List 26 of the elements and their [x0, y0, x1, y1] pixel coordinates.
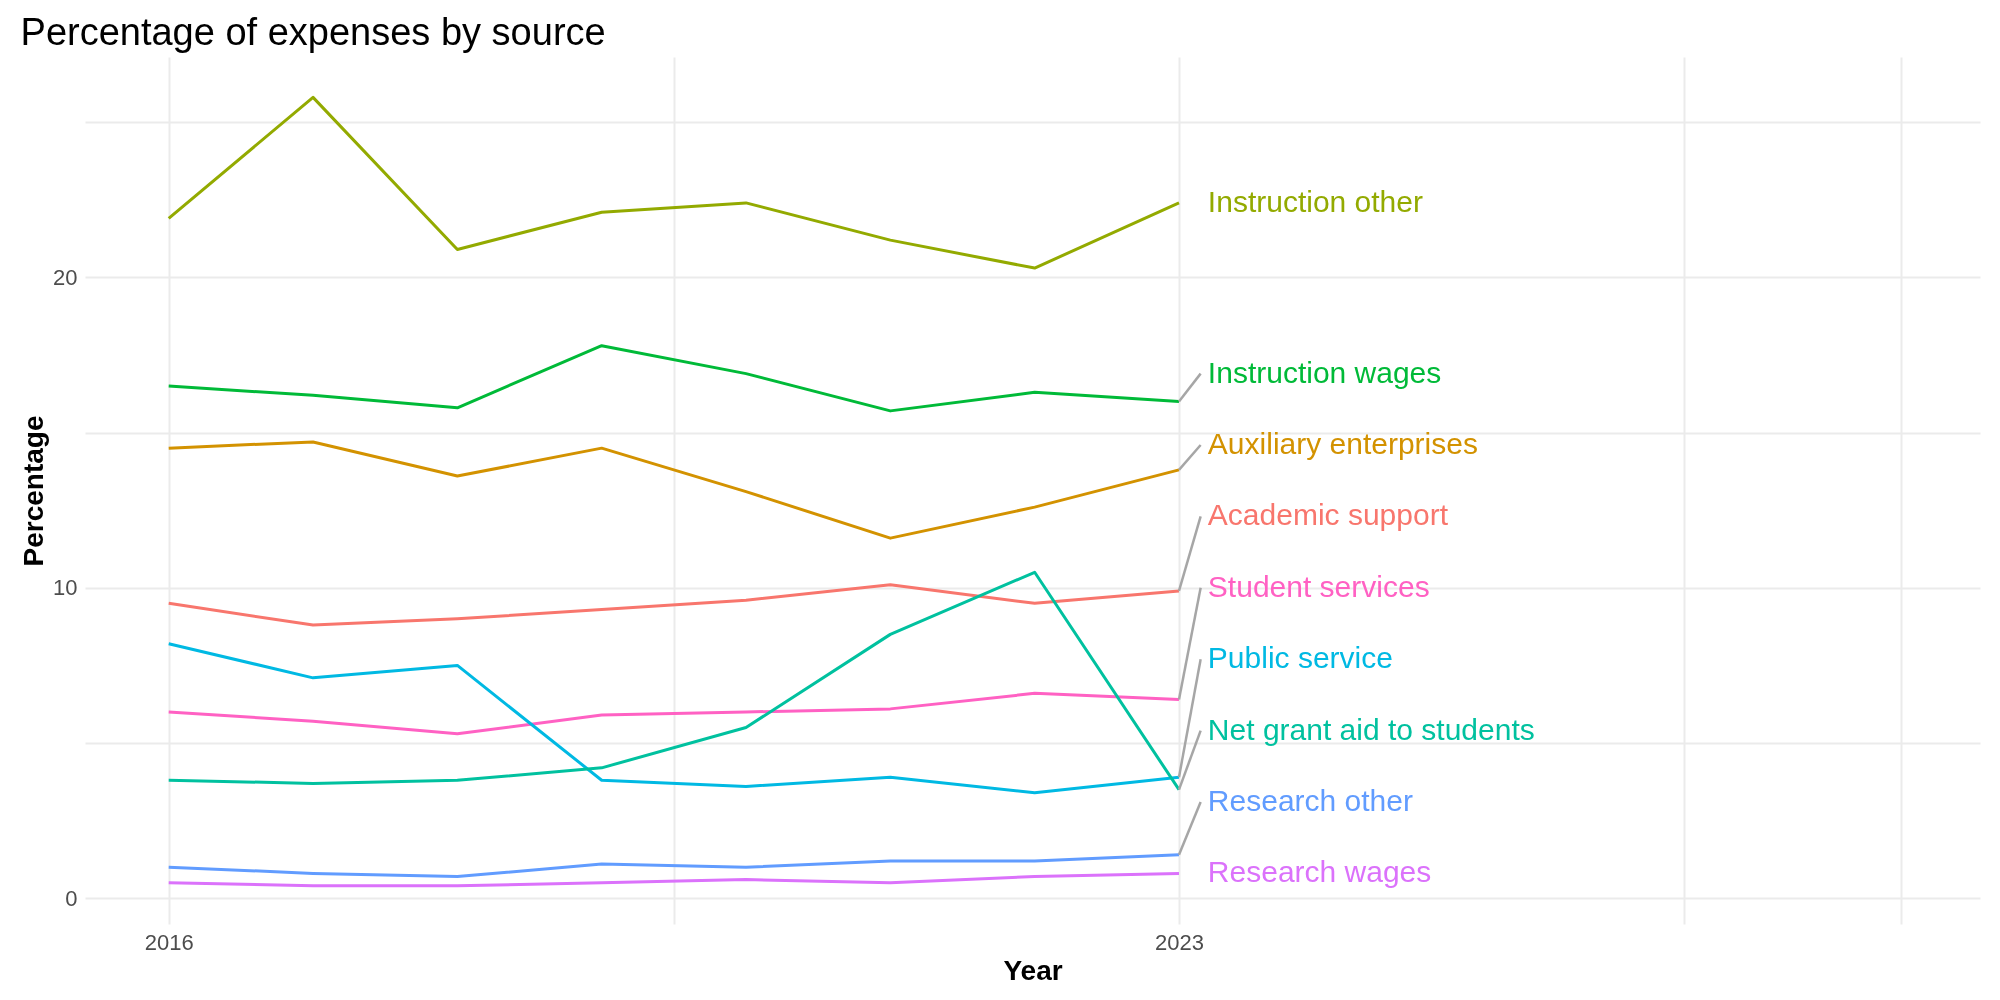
- x-tick-label: 2023: [1155, 929, 1204, 955]
- line-series: [167, 853, 1181, 879]
- line-series: [167, 691, 1181, 736]
- series-label: Net grant aid to students: [1207, 712, 1535, 746]
- series-label: Instruction other: [1207, 184, 1423, 218]
- y-tick-label: 20: [53, 264, 78, 290]
- chart-title: Percentage of expenses by source: [20, 11, 606, 53]
- series-label: Auxiliary enterprises: [1207, 427, 1478, 461]
- series-label: Instruction wages: [1207, 355, 1442, 389]
- x-axis-title: Year: [1003, 954, 1063, 986]
- line-series: [167, 583, 1181, 627]
- x-tick-label: 2016: [144, 929, 194, 955]
- line-series: [167, 344, 1181, 413]
- line-series: [167, 95, 1181, 270]
- line-series: [167, 570, 1181, 792]
- series-label: Research other: [1207, 784, 1413, 818]
- y-tick-label: 0: [65, 885, 78, 911]
- text: Academic support: [1207, 498, 1449, 532]
- y-axis-title: Percentage: [18, 415, 50, 567]
- y-tick-label: 10: [53, 575, 78, 601]
- line-series: [167, 871, 1181, 888]
- text: Public service: [1207, 641, 1393, 675]
- line-series: [167, 642, 1181, 795]
- line-series: [167, 440, 1181, 540]
- series-label: Research wages: [1207, 855, 1432, 889]
- text: Student services: [1207, 569, 1430, 603]
